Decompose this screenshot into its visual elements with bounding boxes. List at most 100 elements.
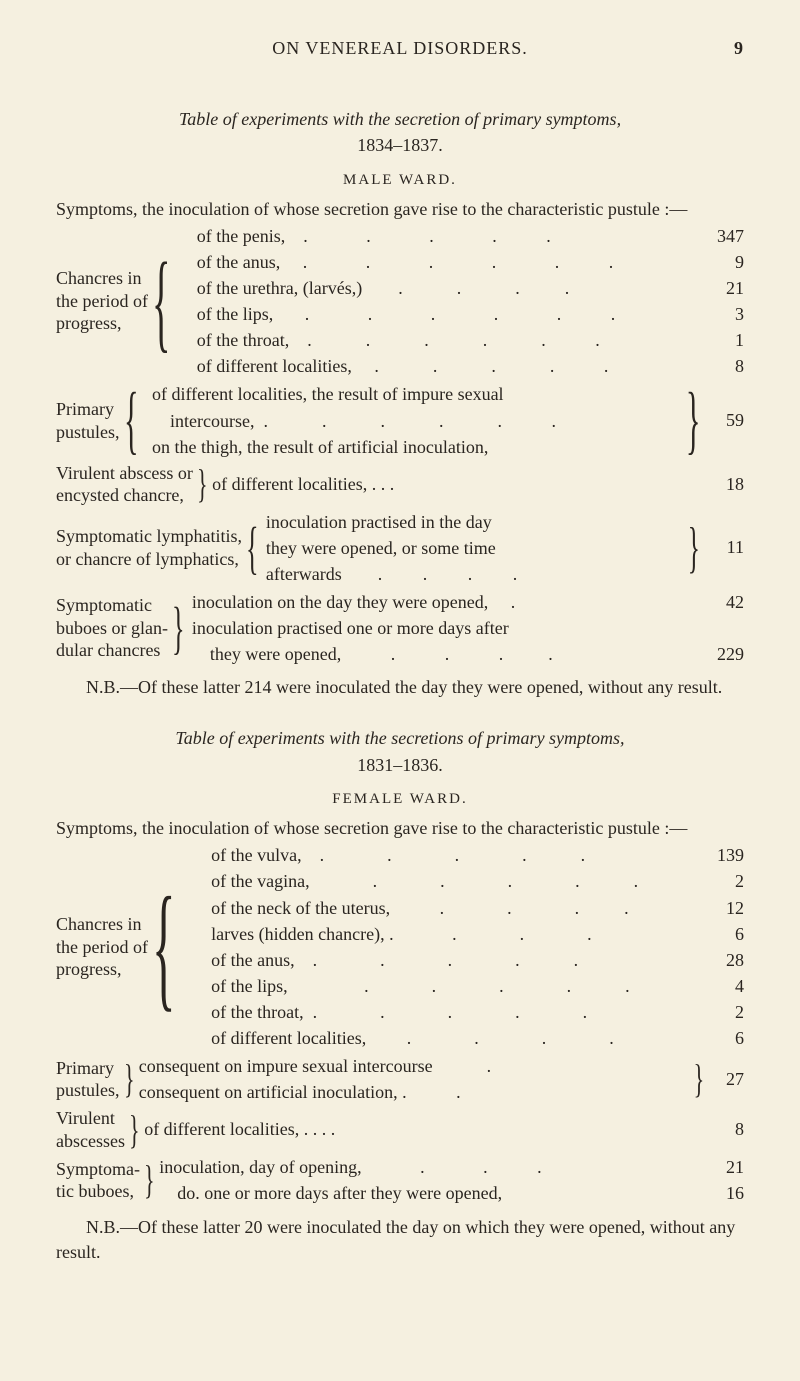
item-label: of different localities, the result of i… <box>152 381 504 407</box>
right-brace-icon: } <box>688 523 700 573</box>
section2-block2: Primary pustules, } consequent on impure… <box>56 1053 744 1105</box>
lhs-line: abscesses <box>56 1130 125 1153</box>
item-value: 12 <box>688 895 744 921</box>
right-brace-icon: } <box>685 386 700 454</box>
section1-block4-value: 11 <box>700 509 744 587</box>
section1-block4: Symptomatic lymphatitis, or chancre of l… <box>56 509 744 587</box>
item-label: inoculation practised one or more days a… <box>192 615 509 641</box>
item-value: 21 <box>688 1154 744 1180</box>
list-item: afterwards . . . . <box>266 561 681 587</box>
section2-title-line2: 1831–1836. <box>56 753 744 777</box>
item-label: afterwards . . . . <box>266 561 517 587</box>
lhs-line: progress, <box>56 958 148 981</box>
section2-nb: N.B.—Of these latter 20 were inoculated … <box>56 1215 744 1265</box>
item-label: of the anus, . . . . . . <box>197 249 613 275</box>
section1-block2: Primary pustules, { of different localit… <box>56 381 744 459</box>
section1-title-line1: Table of experiments with the secretion … <box>56 107 744 131</box>
section1-block2-lhs: Primary pustules, <box>56 381 124 459</box>
lhs-line: pustules, <box>56 421 120 444</box>
list-item: of the lips, . . . . . .3 <box>197 301 744 327</box>
lhs-line: buboes or glan- <box>56 617 168 640</box>
item-value: 6 <box>688 1025 744 1051</box>
running-head-text: ON VENEREAL DISORDERS. <box>272 38 528 58</box>
left-brace-icon: { <box>152 884 176 1010</box>
item-value: 8 <box>688 353 744 379</box>
list-item: of the anus, . . . . . . 9 <box>197 249 744 275</box>
list-item: of different localities, . . . .6 <box>211 1025 744 1051</box>
section2-block4-lhs: Symptoma- tic buboes, <box>56 1154 144 1206</box>
section2-intro: Symptoms, the inoculation of whose secre… <box>56 816 744 840</box>
item-value: 16 <box>688 1180 744 1206</box>
section2-block2-items: consequent on impure sexual intercourse … <box>139 1053 689 1105</box>
item-value: 6 <box>688 921 744 947</box>
item-value: 2 <box>688 868 744 894</box>
section2-title: Table of experiments with the secretions… <box>56 726 744 777</box>
item-label: inoculation on the day they were opened,… <box>192 589 515 615</box>
item-label: intercourse, . . . . . . <box>152 408 556 434</box>
item-value: 28 <box>688 947 744 973</box>
item-label: consequent on artificial inoculation, . … <box>139 1079 461 1105</box>
section2-block4: Symptoma- tic buboes, } inoculation, day… <box>56 1154 744 1206</box>
section1-intro: Symptoms, the inoculation of whose secre… <box>56 197 744 221</box>
list-item: inoculation practised one or more days a… <box>192 615 744 641</box>
item-value: 139 <box>688 842 744 868</box>
item-label: they were opened, or some time <box>266 535 496 561</box>
item-value: 229 <box>688 641 744 667</box>
left-brace-icon: { <box>124 386 139 454</box>
list-item: consequent on impure sexual intercourse … <box>139 1053 689 1079</box>
list-item: of the throat, . . . . . .1 <box>197 327 744 353</box>
item-label: of different localities, . . . <box>212 474 394 495</box>
left-brace-icon: { <box>152 252 170 351</box>
item-label: they were opened, . . . . <box>192 641 553 667</box>
section1-block4-lhs: Symptomatic lymphatitis, or chancre of l… <box>56 509 246 587</box>
item-label: of the throat, . . . . . <box>211 999 587 1025</box>
list-item: on the thigh, the result of artificial i… <box>152 434 672 460</box>
item-value: 8 <box>735 1119 744 1140</box>
lhs-line: Primary <box>56 1057 120 1080</box>
item-label: of the urethra, (larvés,) . . . . <box>197 275 569 301</box>
section1-title: Table of experiments with the secretion … <box>56 107 744 158</box>
item-label: larves (hidden chancre), . . . . <box>211 921 591 947</box>
section2-block3: Virulent abscesses } of different locali… <box>56 1107 744 1152</box>
section2-block3-mid: of different localities, . . . . 8 <box>144 1107 744 1152</box>
item-label: of the anus, . . . . . <box>211 947 578 973</box>
list-item: consequent on artificial inoculation, . … <box>139 1079 689 1105</box>
left-brace-icon: } <box>144 1162 155 1198</box>
list-item: intercourse, . . . . . . <box>152 408 672 434</box>
right-brace-icon: } <box>693 1061 704 1097</box>
section1-block3: Virulent abscess or encysted chancre, } … <box>56 462 744 507</box>
item-label: inoculation, day of opening, . . . <box>159 1154 541 1180</box>
section1-block3-mid: of different localities, . . . <box>212 462 700 507</box>
item-label: of different localities, . . . . <box>144 1119 335 1140</box>
lhs-line: Chancres in <box>56 913 148 936</box>
section2-block1-lhs: Chancres in the period of progress, <box>56 842 152 1051</box>
lhs-line: Symptomatic <box>56 594 168 617</box>
list-item: of the lips, . . . . .4 <box>211 973 744 999</box>
list-item: do. one or more days after they were ope… <box>159 1180 744 1206</box>
item-label: of the vagina, . . . . . <box>211 868 638 894</box>
item-label: of the lips, . . . . . <box>211 973 630 999</box>
section1-block2-items: of different localities, the result of i… <box>152 381 672 459</box>
list-item: inoculation on the day they were opened,… <box>192 589 744 615</box>
item-label: on the thigh, the result of artificial i… <box>152 434 488 460</box>
list-item: of the anus, . . . . . 28 <box>211 947 744 973</box>
lhs-line: Virulent <box>56 1107 125 1130</box>
lhs-line: dular chancres <box>56 639 168 662</box>
running-head: ON VENEREAL DISORDERS. 9 <box>56 38 744 59</box>
section1-ward: MALE WARD. <box>56 172 744 189</box>
item-label: of the penis, . . . . . <box>197 223 551 249</box>
list-item: of the throat, . . . . .2 <box>211 999 744 1025</box>
left-brace-icon: } <box>124 1061 135 1097</box>
section1-block5-items: inoculation on the day they were opened,… <box>192 589 744 667</box>
item-label: of different localities, . . . . . <box>197 353 609 379</box>
lhs-line: progress, <box>56 312 148 335</box>
list-item: of the urethra, (larvés,) . . . .21 <box>197 275 744 301</box>
lhs-line: Chancres in <box>56 267 148 290</box>
list-item: they were opened, or some time <box>266 535 681 561</box>
lhs-line: encysted chancre, <box>56 484 193 507</box>
item-value: 9 <box>688 249 744 275</box>
section1-block2-value: 59 <box>700 381 744 459</box>
page-number: 9 <box>734 38 744 59</box>
section1-block1-items: of the penis, . . . . .347 of the anus, … <box>197 223 744 380</box>
list-item: of the neck of the uterus, . . . .12 <box>211 895 744 921</box>
